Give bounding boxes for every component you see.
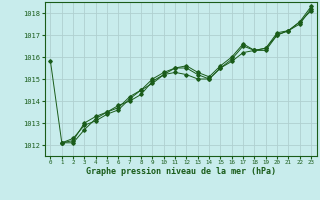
X-axis label: Graphe pression niveau de la mer (hPa): Graphe pression niveau de la mer (hPa) [86, 167, 276, 176]
